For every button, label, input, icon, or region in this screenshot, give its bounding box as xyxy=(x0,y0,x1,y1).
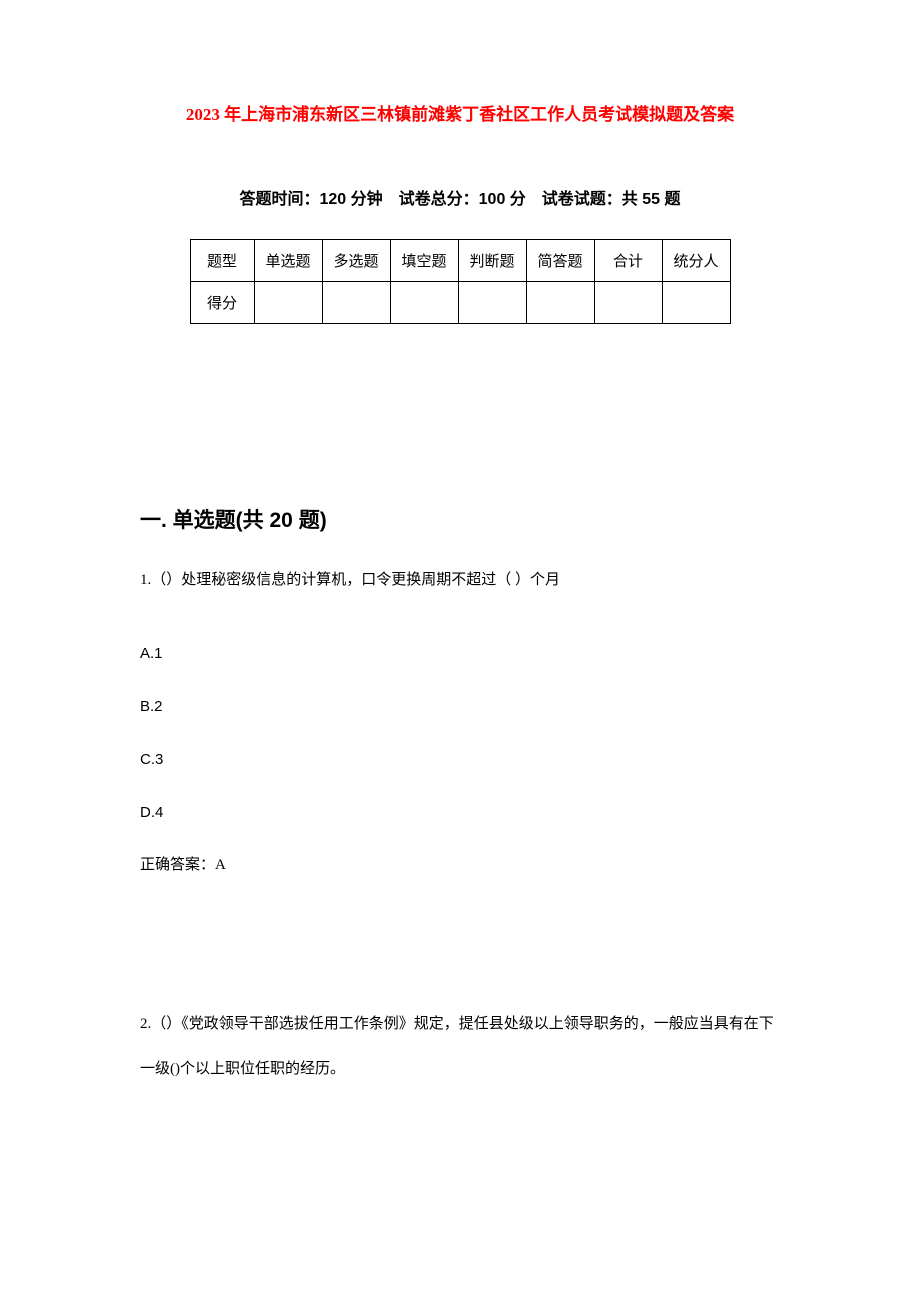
table-cell: 填空题 xyxy=(390,240,458,282)
table-row: 题型 单选题 多选题 填空题 判断题 简答题 合计 统分人 xyxy=(190,240,730,282)
table-cell xyxy=(390,282,458,324)
answer: 正确答案：A xyxy=(140,849,780,882)
table-cell xyxy=(458,282,526,324)
option-a: A.1 xyxy=(140,637,780,670)
table-cell: 单选题 xyxy=(254,240,322,282)
table-cell: 统分人 xyxy=(662,240,730,282)
table-cell xyxy=(322,282,390,324)
table-cell: 合计 xyxy=(594,240,662,282)
exam-info: 答题时间：120 分钟 试卷总分：100 分 试卷试题：共 55 题 xyxy=(140,185,780,209)
table-cell: 简答题 xyxy=(526,240,594,282)
option-c: C.3 xyxy=(140,743,780,776)
table-cell-label: 题型 xyxy=(190,240,254,282)
table-cell xyxy=(594,282,662,324)
exam-title: 2023 年上海市浦东新区三林镇前滩紫丁香社区工作人员考试模拟题及答案 xyxy=(140,100,780,125)
table-cell xyxy=(254,282,322,324)
table-cell: 判断题 xyxy=(458,240,526,282)
table-cell xyxy=(662,282,730,324)
table-cell: 多选题 xyxy=(322,240,390,282)
question-2: 2.（）《党政领导干部选拔任用工作条例》规定，提任县处级以上领导职务的，一般应当… xyxy=(140,1002,780,1092)
table-row: 得分 xyxy=(190,282,730,324)
table-cell xyxy=(526,282,594,324)
score-table: 题型 单选题 多选题 填空题 判断题 简答题 合计 统分人 得分 xyxy=(190,239,731,324)
table-cell-label: 得分 xyxy=(190,282,254,324)
option-b: B.2 xyxy=(140,690,780,723)
question-1: 1.（）处理秘密级信息的计算机，口令更换周期不超过（ ）个月 A.1 B.2 C… xyxy=(140,564,780,882)
option-d: D.4 xyxy=(140,796,780,829)
section-heading: 一. 单选题(共 20 题) xyxy=(140,504,780,534)
question-text: 1.（）处理秘密级信息的计算机，口令更换周期不超过（ ）个月 xyxy=(140,564,780,597)
